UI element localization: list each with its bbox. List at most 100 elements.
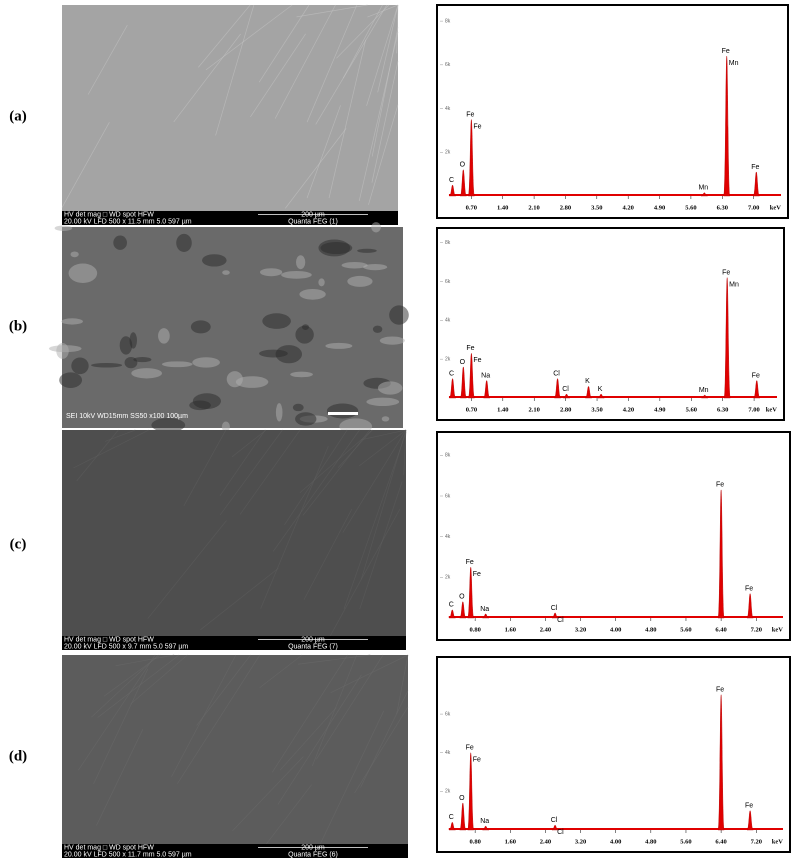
sem-texture	[76, 429, 119, 482]
x-tick-label: 5.60	[680, 626, 691, 633]
sem-texture	[302, 429, 371, 516]
sem-texture	[262, 313, 291, 329]
sem-texture	[158, 328, 170, 344]
sem-details: SEI 10kV WD15mm SS50 x100 100µm	[66, 413, 188, 420]
panel-label: (a)	[9, 108, 27, 124]
sem-texture	[124, 357, 138, 369]
sem-texture	[239, 429, 301, 515]
spectrum-peak	[585, 386, 592, 399]
x-tick-label: 4.20	[622, 204, 633, 211]
x-tick-label: 4.20	[623, 406, 634, 413]
sem-texture	[196, 654, 251, 726]
spectrum-peak	[482, 825, 489, 831]
sem-texture	[284, 429, 348, 526]
peak-label: C	[449, 177, 454, 184]
x-tick-label: 5.60	[686, 406, 697, 413]
x-tick-label: 7.20	[751, 838, 762, 845]
sem-texture	[262, 784, 312, 849]
spectrum-baseline	[448, 828, 783, 830]
sem-texture	[259, 349, 288, 358]
sem-texture	[97, 654, 180, 718]
sem-texture	[360, 690, 409, 788]
spectrum-peak	[459, 601, 467, 619]
sem-texture	[403, 429, 407, 476]
peak-label: Mn	[729, 60, 739, 67]
sem-texture	[200, 568, 279, 631]
sem-texture	[54, 225, 73, 231]
peak-label: O	[460, 359, 466, 366]
sem-details: 20.00 kV LFD 500 x 9.7 mm 5.0 597 µm	[64, 643, 188, 650]
spectrum-peak	[723, 277, 731, 399]
spectrum-peak	[753, 380, 761, 399]
sem-texture	[389, 305, 409, 325]
sem-texture	[366, 4, 399, 106]
sem-texture	[173, 33, 241, 123]
sem-texture	[231, 429, 267, 458]
y-tick-label: 6k	[445, 493, 451, 499]
x-tick-label: 2.40	[540, 626, 551, 633]
x-tick-label: 0.80	[469, 626, 480, 633]
sem-texture	[368, 104, 399, 205]
spectrum-peak	[752, 171, 760, 197]
sem-texture	[330, 654, 409, 693]
sem-texture	[176, 233, 192, 252]
sem-texture	[347, 275, 373, 287]
x-tick-label: 6.30	[717, 406, 728, 413]
sem-instrument: Quanta FEG (7)	[288, 643, 338, 650]
sem-texture	[202, 254, 227, 267]
sem-texture	[192, 357, 220, 368]
peak-label: Fe	[466, 345, 474, 352]
y-tick-label: 8k	[445, 240, 451, 246]
sem-texture	[359, 429, 407, 467]
spectrum-peak	[597, 393, 605, 399]
spectrum-peak	[459, 802, 467, 831]
sem-texture	[161, 361, 193, 368]
sem-texture	[318, 278, 325, 287]
sem-texture	[87, 24, 128, 95]
spectrum-peak	[467, 752, 475, 831]
x-tick-label: 0.70	[466, 204, 477, 211]
sem-scale-bar	[328, 412, 358, 415]
sem-texture	[372, 325, 383, 333]
sem-texture	[396, 654, 409, 715]
sem-texture	[306, 4, 358, 123]
peak-label: Fe	[716, 687, 724, 694]
spectrum-peak	[468, 119, 475, 197]
peak-label: Fe	[473, 571, 481, 578]
sem-texture	[59, 372, 83, 388]
sem-texture	[96, 729, 144, 826]
spectrum-peak	[563, 393, 570, 399]
x-tick-label: 6.30	[717, 204, 728, 211]
x-tick-label: 4.00	[610, 626, 621, 633]
sem-texture	[381, 416, 390, 422]
sem-header: HV det mag □ WD spot HFW	[64, 636, 154, 643]
peak-label: Mn	[699, 387, 709, 394]
sem-texture	[371, 27, 399, 157]
spectrum-peak	[551, 824, 559, 831]
sem-texture	[336, 4, 390, 59]
sem-texture	[377, 4, 399, 93]
sem-texture	[281, 270, 312, 279]
sem-texture	[222, 270, 230, 275]
x-tick-label: 6.40	[715, 838, 726, 845]
y-tick-label: 2k	[445, 356, 451, 362]
spectrum-frame	[436, 4, 789, 219]
sem-texture	[361, 429, 407, 441]
spectrum-peak	[482, 613, 489, 619]
sem-texture	[292, 403, 304, 412]
sem-texture	[192, 393, 221, 409]
sem-texture	[366, 397, 400, 407]
sem-image	[62, 430, 406, 650]
x-tick-label: 3.50	[591, 406, 602, 413]
peak-label: Na	[480, 818, 489, 825]
sem-texture	[363, 264, 388, 271]
x-tick-label: 3.20	[575, 626, 586, 633]
spectrum-peak	[554, 378, 561, 399]
panel-label: (b)	[9, 318, 27, 334]
panel-label: (c)	[10, 536, 27, 552]
sem-texture	[342, 4, 383, 79]
spectrum-peak	[449, 378, 456, 399]
sem-texture	[48, 345, 82, 353]
peak-label: Fe	[751, 164, 759, 171]
sem-texture	[183, 429, 227, 506]
